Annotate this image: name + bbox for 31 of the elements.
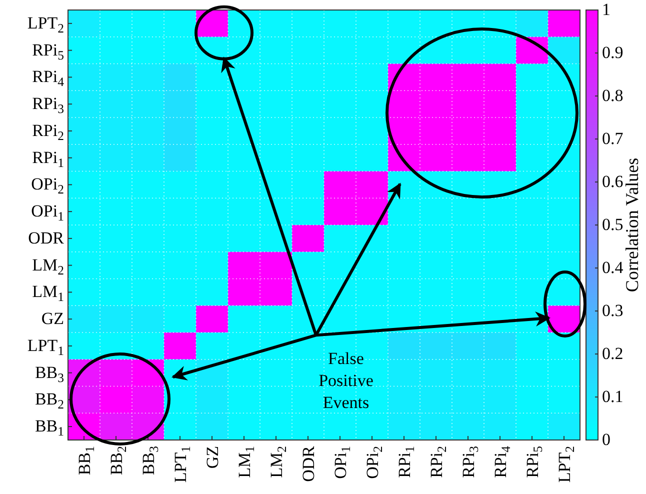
color-bar-label: 0.7 <box>602 129 624 148</box>
y-tick-label: ODR <box>28 228 65 248</box>
y-tick-label: RPi$_{2}$ <box>32 120 64 143</box>
y-tick-label: OPi$_{2}$ <box>31 174 64 197</box>
color-bar-label: 0.2 <box>602 344 624 363</box>
y-tick-label: BB$_{1}$ <box>34 416 64 438</box>
y-tick-label: OPi$_{1}$ <box>31 202 64 224</box>
color-bar-label: 0.4 <box>602 258 624 277</box>
y-tick-label: LM$_{2}$ <box>32 255 64 278</box>
y-tick-label: RPi$_{4}$ <box>32 67 65 90</box>
color-bar-label: 0.1 <box>602 387 624 406</box>
color-bar-label: 0 <box>602 430 610 449</box>
y-tick-label: RPi$_{3}$ <box>32 94 64 116</box>
x-tick-label: GZ <box>203 446 222 469</box>
color-bar-label: 0.3 <box>602 301 624 320</box>
color-bar-label: 0.8 <box>602 86 624 105</box>
y-tick-label: LPT$_{1}$ <box>27 336 64 358</box>
y-tick-label: BB$_{3}$ <box>34 362 64 385</box>
color-bar-label: 0.5 <box>602 215 624 234</box>
y-tick-label: GZ <box>41 309 64 328</box>
y-tick-label: BB$_{2}$ <box>34 390 64 412</box>
y-tick-label: RPi$_{5}$ <box>32 40 64 62</box>
color-bar-label: 1 <box>602 0 610 19</box>
y-tick-label: RPi$_{1}$ <box>32 148 64 170</box>
color-bar-label: 0.9 <box>602 43 624 62</box>
y-tick-label: LM$_{1}$ <box>32 282 64 304</box>
x-tick-label: ODR <box>299 445 318 482</box>
color-bar-label: 0.6 <box>602 172 624 191</box>
color-bar-title: Correlation Values <box>622 158 642 292</box>
y-tick-label: LPT$_{2}$ <box>27 13 64 36</box>
annotation: False Positive Events <box>318 349 374 412</box>
